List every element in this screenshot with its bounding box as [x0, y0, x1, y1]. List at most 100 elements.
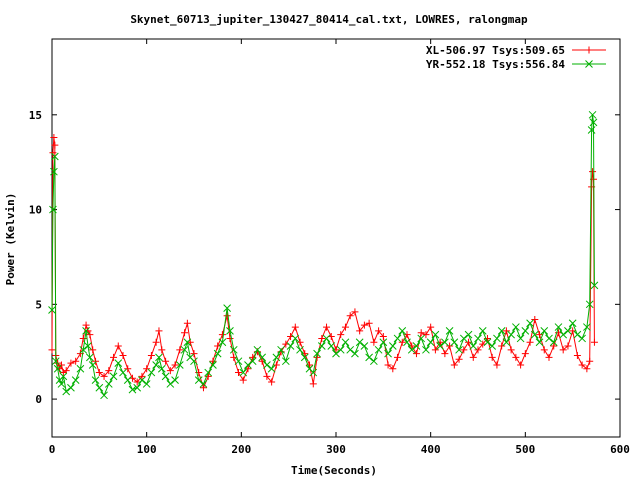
data-point-xl	[460, 346, 468, 354]
data-point-xl	[521, 350, 529, 358]
data-point-xl	[166, 367, 174, 375]
data-point-yr	[583, 323, 591, 331]
data-point-xl	[450, 361, 458, 369]
data-point-xl	[590, 338, 598, 346]
legend-label-xl: XL-506.97 Tsys:509.65	[426, 44, 565, 57]
data-point-yr	[474, 334, 482, 343]
data-point-xl	[540, 346, 548, 354]
data-point-yr	[549, 338, 558, 347]
legend-marker-xl	[585, 46, 593, 54]
data-point-xl	[559, 346, 567, 354]
data-point-yr	[309, 368, 318, 377]
data-point-xl	[263, 372, 271, 380]
data-point-yr	[114, 359, 123, 367]
data-point-xl	[346, 312, 354, 320]
data-point-yr	[59, 372, 68, 381]
data-point-xl	[89, 346, 97, 354]
data-point-yr	[194, 376, 203, 384]
y-axis-label: Power (Kelvin)	[4, 193, 17, 286]
data-point-yr	[226, 327, 234, 335]
data-point-xl	[199, 384, 207, 392]
data-point-yr	[218, 338, 227, 347]
y-tick-label: 10	[29, 204, 42, 217]
data-point-xl	[483, 334, 491, 342]
data-point-yr	[50, 152, 59, 161]
data-point-yr	[53, 364, 62, 373]
data-point-xl	[296, 338, 304, 346]
data-point-xl	[138, 372, 146, 380]
data-point-yr	[213, 349, 222, 358]
x-tick-label: 600	[610, 443, 630, 456]
data-point-yr	[488, 342, 497, 350]
data-point-xl	[190, 350, 198, 358]
x-tick-label: 100	[137, 443, 157, 456]
data-point-yr	[589, 118, 598, 127]
data-point-xl	[427, 323, 435, 331]
data-point-yr	[155, 353, 163, 362]
data-point-xl	[502, 327, 510, 335]
data-point-xl	[176, 346, 184, 354]
data-point-yr	[133, 383, 142, 392]
data-point-xl	[209, 357, 217, 365]
data-point-xl	[50, 134, 58, 142]
legend-label-yr: YR-552.18 Tsys:556.84	[426, 58, 565, 71]
data-point-xl	[394, 353, 402, 361]
data-point-yr	[223, 304, 231, 312]
data-point-yr	[296, 345, 304, 354]
data-point-yr	[190, 357, 198, 366]
series-xl	[48, 134, 598, 392]
data-point-xl	[114, 342, 122, 350]
data-point-yr	[464, 330, 473, 339]
data-point-xl	[469, 353, 477, 361]
data-point-xl	[119, 352, 127, 360]
data-point-yr	[327, 342, 336, 350]
data-point-yr	[441, 338, 449, 347]
data-point-yr	[88, 361, 97, 369]
data-point-yr	[95, 383, 104, 392]
data-point-yr	[554, 323, 563, 331]
data-point-yr	[412, 342, 421, 350]
data-point-xl	[226, 334, 234, 342]
data-point-xl	[417, 329, 425, 337]
data-point-xl	[268, 378, 276, 386]
data-point-xl	[498, 342, 506, 350]
data-point-xl	[272, 361, 280, 369]
data-point-yr	[398, 327, 407, 335]
data-point-xl	[526, 338, 534, 346]
data-point-xl	[493, 361, 501, 369]
data-point-xl	[550, 342, 558, 350]
data-point-yr	[248, 357, 257, 366]
data-point-yr	[229, 345, 238, 354]
data-point-yr	[79, 345, 88, 354]
data-point-xl	[512, 353, 520, 361]
data-point-xl	[291, 323, 299, 331]
data-point-xl	[465, 338, 473, 346]
data-point-xl	[531, 315, 539, 323]
data-point-yr	[272, 353, 281, 362]
data-point-yr	[483, 338, 492, 347]
data-point-xl	[204, 372, 212, 380]
data-point-yr	[478, 327, 487, 335]
data-point-yr	[291, 334, 300, 343]
series-layer	[48, 110, 599, 400]
data-point-yr	[502, 338, 511, 347]
data-point-yr	[587, 126, 596, 134]
x-tick-label: 200	[231, 443, 251, 456]
legend-swatch-xl	[572, 46, 606, 54]
data-point-xl	[536, 331, 544, 339]
data-point-yr	[469, 342, 478, 350]
data-point-xl	[214, 342, 222, 350]
data-point-yr	[426, 338, 435, 347]
data-point-xl	[147, 352, 155, 360]
data-point-xl	[57, 361, 65, 369]
data-point-yr	[147, 368, 156, 377]
data-point-yr	[530, 330, 539, 339]
data-point-xl	[517, 361, 525, 369]
data-point-yr	[152, 361, 160, 369]
data-point-yr	[142, 380, 151, 388]
data-point-yr	[91, 376, 100, 384]
data-point-xl	[95, 369, 103, 377]
data-point-xl	[92, 357, 100, 365]
data-point-yr	[422, 345, 430, 354]
data-point-yr	[564, 327, 572, 335]
